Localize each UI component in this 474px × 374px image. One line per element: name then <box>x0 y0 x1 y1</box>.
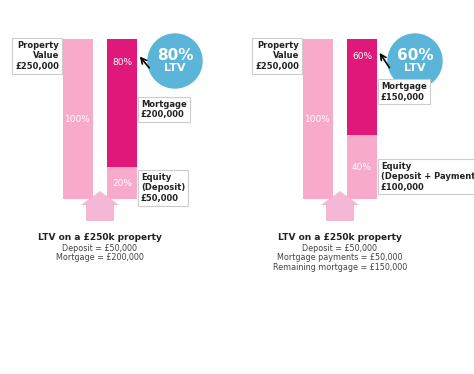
Text: LTV on a £250k property: LTV on a £250k property <box>38 233 162 242</box>
Text: 100%: 100% <box>305 114 331 123</box>
Bar <box>303 39 333 199</box>
Bar <box>86 205 114 221</box>
Text: Mortgage = £200,000: Mortgage = £200,000 <box>56 254 144 263</box>
Bar <box>347 135 377 199</box>
Text: 80%: 80% <box>157 47 193 62</box>
Text: LTV: LTV <box>164 63 186 73</box>
Text: Deposit = £50,000: Deposit = £50,000 <box>63 244 137 253</box>
Text: Mortgage
£200,000: Mortgage £200,000 <box>141 100 187 119</box>
Text: LTV: LTV <box>404 63 426 73</box>
Bar <box>344 198 349 205</box>
Text: Property
Value
£250,000: Property Value £250,000 <box>255 41 299 71</box>
Text: Mortgage
£150,000: Mortgage £150,000 <box>381 82 427 101</box>
Circle shape <box>148 34 202 88</box>
Text: Remaining mortgage = £150,000: Remaining mortgage = £150,000 <box>273 263 407 272</box>
Bar <box>104 198 109 205</box>
Circle shape <box>388 34 442 88</box>
Text: Equity
(Deposit + Payments)
£100,000: Equity (Deposit + Payments) £100,000 <box>381 162 474 191</box>
Text: 60%: 60% <box>352 52 372 61</box>
Text: 20%: 20% <box>112 178 132 187</box>
Bar <box>107 167 137 199</box>
Bar <box>107 39 137 167</box>
Polygon shape <box>81 191 119 205</box>
Text: Equity
(Deposit)
£50,000: Equity (Deposit) £50,000 <box>141 173 185 203</box>
Text: Deposit = £50,000: Deposit = £50,000 <box>302 244 377 253</box>
Text: 80%: 80% <box>112 58 132 67</box>
Text: 60%: 60% <box>397 47 433 62</box>
Bar <box>347 39 377 135</box>
Polygon shape <box>321 191 359 205</box>
Bar <box>326 205 354 221</box>
Bar <box>63 39 93 199</box>
Text: Mortgage payments = £50,000: Mortgage payments = £50,000 <box>277 254 403 263</box>
Text: LTV on a £250k property: LTV on a £250k property <box>278 233 402 242</box>
Text: 100%: 100% <box>65 114 91 123</box>
Text: Property
Value
£250,000: Property Value £250,000 <box>15 41 59 71</box>
Text: 40%: 40% <box>352 162 372 172</box>
